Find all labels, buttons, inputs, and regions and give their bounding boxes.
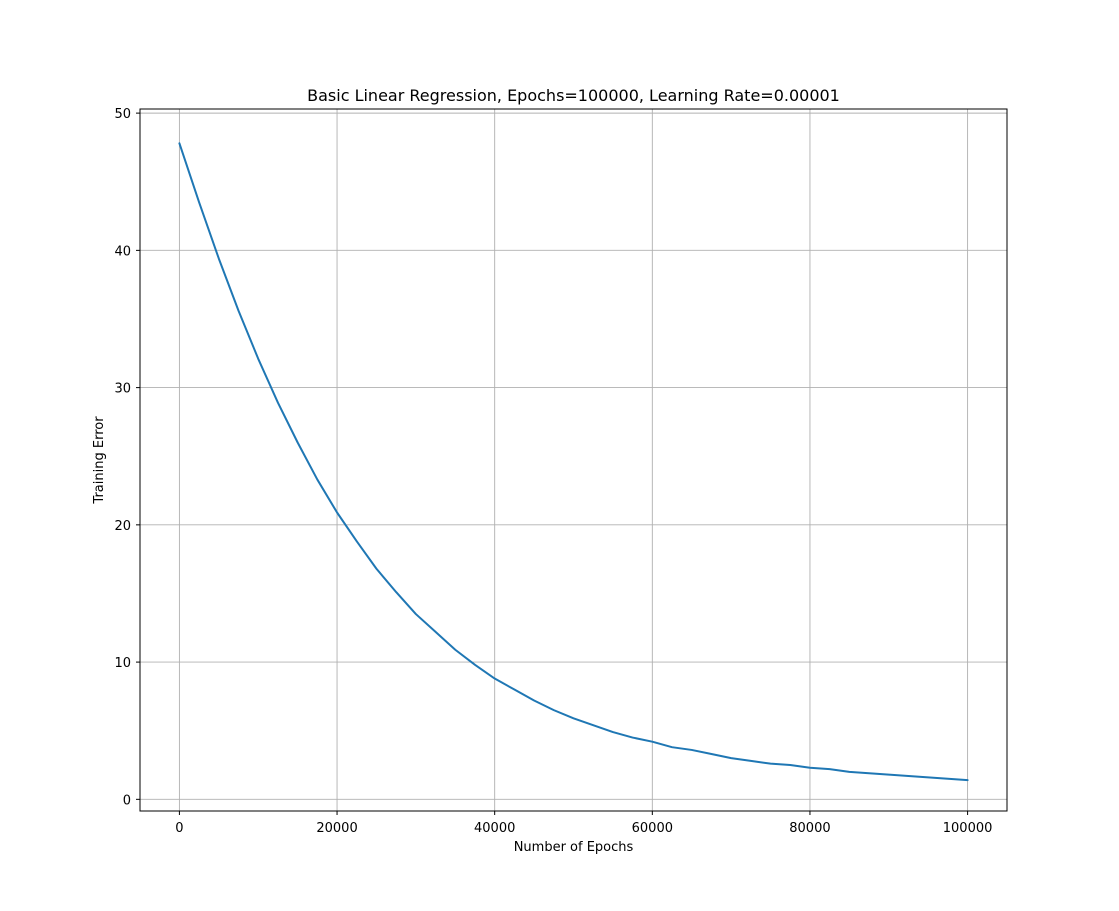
y-tick-label: 30 (114, 382, 131, 397)
x-axis-label: Number of Epochs (514, 840, 634, 855)
x-tick-label: 80000 (789, 821, 830, 836)
y-tick-label: 10 (114, 656, 131, 671)
ticks: 0 20000 40000 60000 80000 100000 0 10 20 30 40 50 (114, 107, 992, 836)
grid (140, 109, 1007, 811)
x-tick-label: 100000 (943, 821, 993, 836)
y-tick-label: 0 (123, 793, 131, 808)
y-tick-label: 40 (114, 244, 131, 259)
chart-title: Basic Linear Regression, Epochs=100000, … (307, 86, 840, 105)
x-tick-label: 60000 (632, 821, 673, 836)
x-tick-label: 0 (175, 821, 183, 836)
x-tick-label: 20000 (316, 821, 357, 836)
y-axis-label: Training Error (92, 416, 107, 505)
y-tick-label: 50 (114, 107, 131, 122)
y-tick-label: 20 (114, 519, 131, 534)
x-tick-label: 40000 (474, 821, 515, 836)
series-layer (178, 142, 969, 782)
series-line (178, 142, 969, 782)
plot-area-frame (139, 108, 1008, 812)
